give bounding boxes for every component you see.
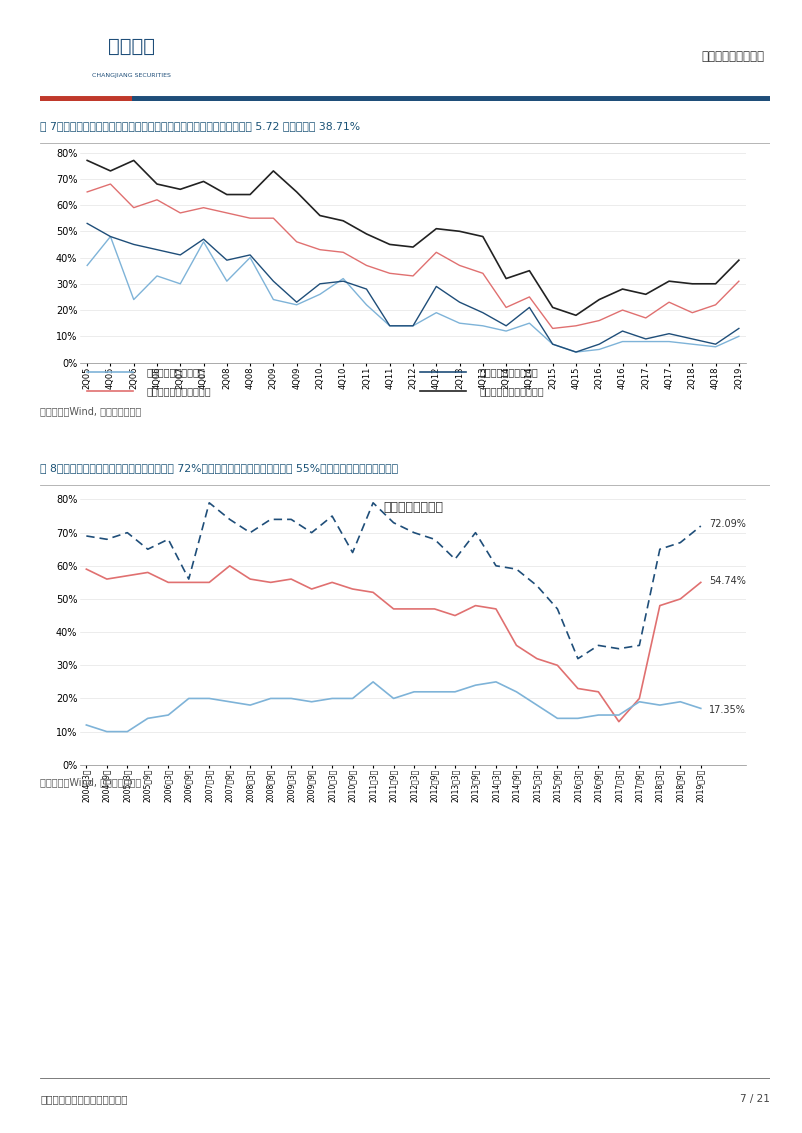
Text: 长江证券: 长江证券 bbox=[108, 37, 155, 56]
Text: 投资策略｜专题报告: 投资策略｜专题报告 bbox=[701, 50, 764, 63]
Text: 前十大重仓股持仓比例: 前十大重仓股持仓比例 bbox=[480, 367, 538, 377]
Text: 72.09%: 72.09% bbox=[709, 519, 746, 529]
Text: 图 7：二季度基金持仓集中度持续抬升，前三十大重仓标的持股比例提升 5.72 个百分点至 38.71%: 图 7：二季度基金持仓集中度持续抬升，前三十大重仓标的持股比例提升 5.72 个… bbox=[40, 121, 360, 130]
Text: 资料来源：Wind, 长江证券研究所: 资料来源：Wind, 长江证券研究所 bbox=[40, 777, 141, 786]
Text: 图 8：二季度基金对龙头公司重仓比例提升至 72%，其中一线龙头重仓比例提升至 55%，二三线龙头持仓小幅下降: 图 8：二季度基金对龙头公司重仓比例提升至 72%，其中一线龙头重仓比例提升至 … bbox=[40, 463, 399, 472]
Text: 前二十大重仓股持仓比例: 前二十大重仓股持仓比例 bbox=[147, 386, 212, 397]
Text: 17.35%: 17.35% bbox=[709, 705, 746, 715]
Text: 7 / 21: 7 / 21 bbox=[740, 1094, 770, 1104]
Text: 前三十大重仓股持仓比例: 前三十大重仓股持仓比例 bbox=[480, 386, 545, 397]
Text: 前五大重仓股持仓比例: 前五大重仓股持仓比例 bbox=[147, 367, 205, 377]
Text: 54.74%: 54.74% bbox=[709, 576, 746, 586]
Text: CHANGJIANG SECURITIES: CHANGJIANG SECURITIES bbox=[92, 73, 171, 77]
Text: 龙头公司持仓占比: 龙头公司持仓占比 bbox=[383, 501, 443, 514]
Text: 资料来源：Wind, 长江证券研究所: 资料来源：Wind, 长江证券研究所 bbox=[40, 407, 141, 416]
Text: 请阅读最后评级说明和重要声明: 请阅读最后评级说明和重要声明 bbox=[40, 1094, 128, 1104]
